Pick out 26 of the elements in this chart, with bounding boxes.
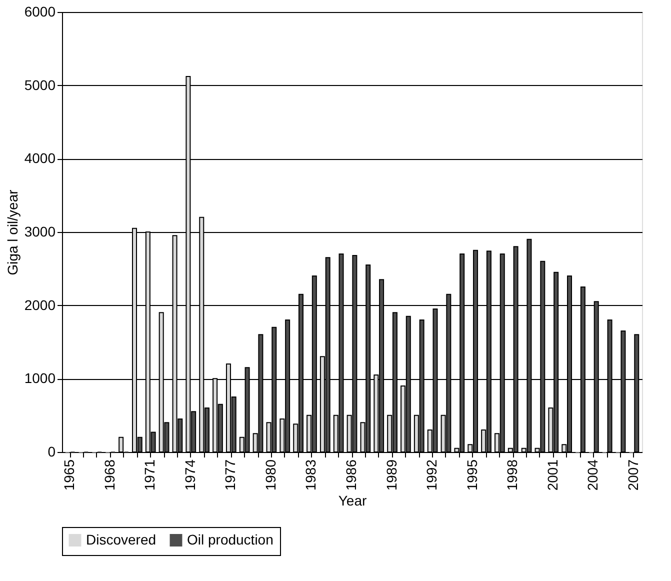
y-tick-label: 4000 (24, 150, 56, 166)
x-tick-label: 1971 (142, 459, 158, 491)
x-tick-label: 1980 (262, 459, 278, 491)
y-tick-label: 6000 (24, 4, 56, 20)
x-tick-label: 1983 (302, 459, 319, 491)
x-tick-label: 1974 (182, 459, 198, 491)
x-tick-label: 1992 (424, 459, 440, 491)
x-tick-label: 1995 (464, 459, 480, 491)
x-tick-label: 1986 (343, 459, 359, 491)
y-tick-label: 1000 (24, 370, 56, 386)
x-tick-label: 1989 (383, 459, 400, 491)
x-tick-label: 1968 (101, 459, 118, 491)
x-tick-label: 2001 (544, 459, 560, 491)
y-tick-label: 0 (48, 444, 56, 460)
y-tick-label: 5000 (24, 76, 56, 93)
x-tick-label: 2004 (584, 459, 601, 491)
legend-label: Discovered (86, 531, 156, 548)
y-tick-label: 2000 (24, 296, 56, 313)
x-tick-label: 1998 (504, 459, 520, 491)
x-tick-label: 1977 (222, 459, 238, 491)
legend-label: Oil production (187, 531, 274, 548)
x-tick-label: 1965 (61, 459, 78, 491)
x-tick-label: 2007 (624, 459, 641, 491)
x-axis-title: Year (338, 492, 367, 509)
y-tick-label: 3000 (24, 224, 56, 240)
y-axis-title: Giga l oil/year (4, 189, 20, 276)
